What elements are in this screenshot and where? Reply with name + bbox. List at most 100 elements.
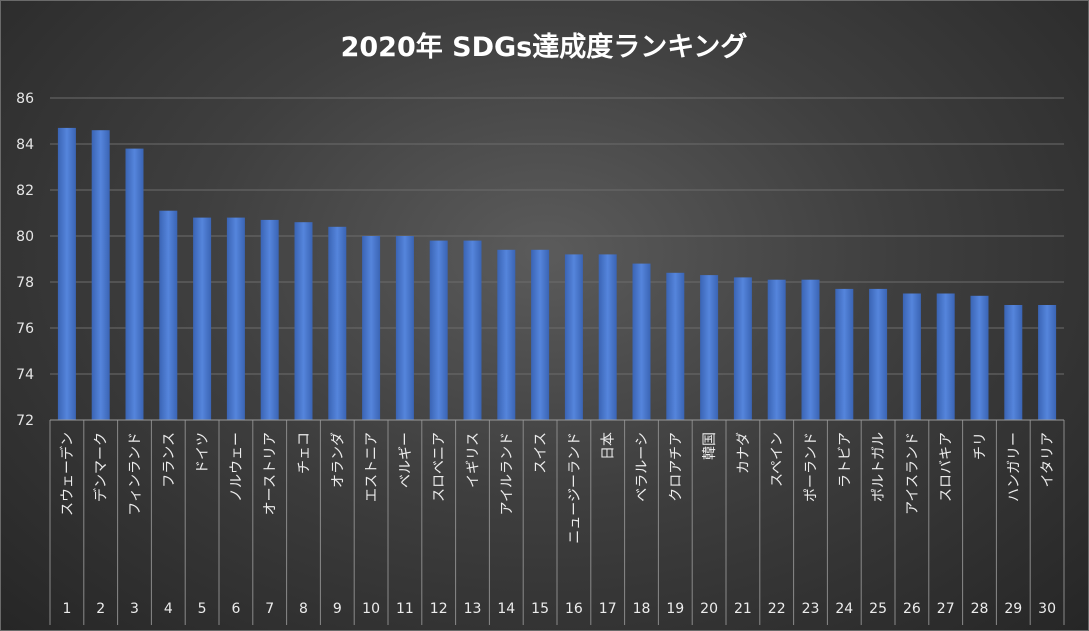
rank-label: 7	[265, 601, 274, 617]
rank-label: 1	[62, 601, 71, 617]
rank-label: 15	[531, 601, 549, 617]
category-label: ポーランド	[804, 432, 820, 502]
rank-label: 30	[1038, 601, 1056, 617]
rank-label: 3	[130, 601, 139, 617]
rank-labels: 1 2 3 4 5 6 7 8 9 10 11 12 13 14 15 16 17 18 19 20 21 22 23 24 2…	[62, 601, 1056, 617]
category-label: スペイン	[770, 432, 786, 487]
bar	[294, 222, 313, 420]
category-label: アイスランド	[905, 432, 921, 515]
rank-label: 10	[362, 601, 380, 617]
bar	[598, 254, 617, 420]
rank-label: 20	[700, 601, 718, 617]
category-label: 韓国	[702, 432, 718, 460]
bar	[564, 254, 583, 420]
rank-label: 19	[666, 601, 684, 617]
bar	[869, 288, 888, 420]
rank-label: 28	[971, 601, 989, 617]
category-label: クロアチア	[668, 432, 684, 502]
rank-label: 14	[497, 601, 515, 617]
chart-title: 2020年 SDGs達成度ランキング	[341, 31, 748, 63]
category-label: オーストリア	[263, 432, 279, 515]
bar	[902, 293, 921, 420]
y-tick-label: 74	[16, 367, 34, 383]
category-label: オランダ	[330, 432, 346, 488]
category-label: イギリス	[466, 432, 482, 488]
y-tick-label: 76	[16, 321, 34, 337]
rank-label: 11	[396, 601, 414, 617]
y-tick-label: 82	[16, 183, 34, 199]
rank-label: 5	[198, 601, 207, 617]
rank-label: 22	[768, 601, 786, 617]
bars	[57, 127, 1057, 421]
category-label: ポルトガル	[871, 432, 887, 502]
bar	[429, 240, 448, 420]
category-label: ベラルーシ	[635, 432, 651, 502]
rank-label: 18	[633, 601, 651, 617]
y-tick-label: 72	[16, 413, 34, 429]
bar	[666, 272, 685, 420]
bar	[463, 240, 482, 420]
bar	[395, 236, 414, 420]
category-label: 日本	[601, 432, 617, 460]
bar	[260, 219, 279, 420]
rank-label: 26	[903, 601, 921, 617]
category-label: カナダ	[736, 432, 752, 474]
rank-label: 9	[333, 601, 342, 617]
rank-label: 23	[802, 601, 820, 617]
bar	[226, 217, 245, 420]
bar	[970, 295, 989, 420]
rank-label: 13	[464, 601, 482, 617]
rank-label: 6	[231, 601, 240, 617]
bar	[362, 236, 381, 420]
category-label: エストニア	[364, 432, 380, 502]
category-labels: スウェーデン デンマーク フィンランド フランス ドイツ ノルウェー オーストリア チェコ オラ…	[59, 432, 1056, 544]
bar	[1004, 305, 1023, 420]
category-label: ニュージーランド	[567, 432, 583, 544]
category-label: フィンランド	[128, 432, 144, 516]
category-label: ドイツ	[195, 432, 211, 474]
bar	[57, 127, 76, 421]
y-tick-label: 86	[16, 91, 34, 107]
category-label: フランス	[161, 432, 177, 488]
bar	[767, 279, 786, 420]
rank-label: 27	[937, 601, 955, 617]
category-label: チェコ	[297, 432, 313, 474]
bar	[91, 130, 110, 420]
bar	[632, 263, 651, 420]
category-label: ラトビア	[837, 432, 853, 488]
bar	[835, 288, 854, 420]
category-label: スウェーデン	[59, 432, 76, 516]
rank-label: 8	[299, 601, 308, 617]
rank-label: 17	[599, 601, 617, 617]
bar	[733, 277, 752, 420]
category-label: ノルウェー	[229, 432, 245, 502]
bar	[801, 279, 820, 420]
bar	[159, 210, 178, 420]
bar	[936, 293, 955, 420]
category-label: ハンガリー	[1006, 432, 1022, 502]
bar	[328, 226, 347, 420]
bar	[125, 148, 144, 420]
rank-label: 16	[565, 601, 583, 617]
rank-label: 2	[96, 601, 105, 617]
category-label: デンマーク	[93, 432, 110, 502]
rank-label: 24	[835, 601, 853, 617]
y-tick-label: 80	[16, 229, 34, 245]
category-separators	[49, 419, 1065, 625]
category-label: スイス	[533, 432, 549, 474]
y-axis-ticks: 72 74 76 78 80 82 84 86	[16, 91, 34, 429]
rank-label: 12	[430, 601, 448, 617]
category-label: チリ	[973, 432, 989, 460]
category-label: スロベニア	[432, 432, 448, 502]
gridlines	[50, 97, 1064, 421]
bar	[1038, 305, 1057, 420]
bar	[193, 217, 212, 420]
category-label: ベルギー	[398, 432, 414, 488]
rank-label: 25	[869, 601, 887, 617]
rank-label: 21	[734, 601, 752, 617]
y-tick-label: 78	[16, 275, 34, 291]
rank-label: 29	[1004, 601, 1022, 617]
y-tick-label: 84	[16, 137, 34, 153]
